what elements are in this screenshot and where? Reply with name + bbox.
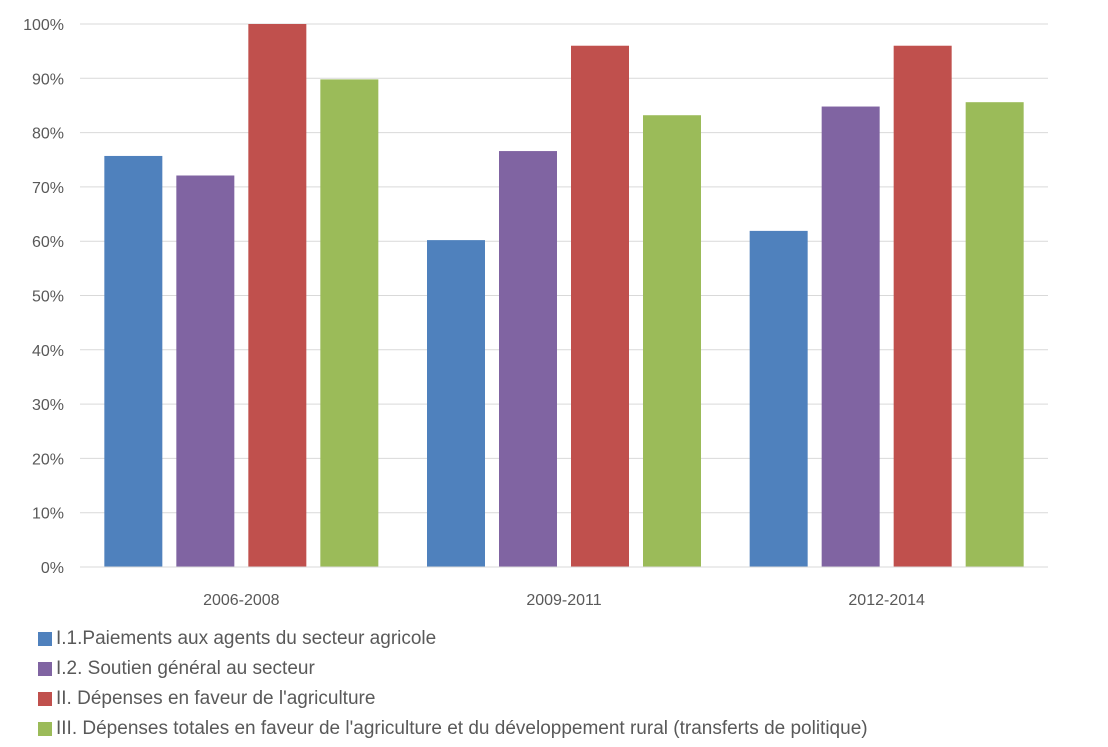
y-tick-label: 90% [32, 71, 64, 88]
legend: I.1.Paiements aux agents du secteur agri… [38, 624, 1108, 744]
bars [104, 24, 1024, 568]
x-tick-label: 2009-2011 [526, 592, 601, 609]
bar-chart: 0% 10% 20% 30% 40% 50% 60% 70% 80% 90% 100% 2006-2… [23, 17, 1048, 609]
x-tick-label: 2006-2008 [203, 592, 280, 609]
y-tick-label: 10% [32, 506, 64, 523]
legend-swatch [38, 692, 52, 706]
y-tick-label: 30% [32, 397, 64, 414]
legend-swatch [38, 662, 52, 676]
bar [571, 45, 629, 568]
y-tick-label: 20% [32, 451, 64, 468]
legend-label: I.2. Soutien général au secteur [56, 658, 315, 679]
bar [320, 79, 379, 568]
legend-label: I.1.Paiements aux agents du secteur agri… [56, 628, 437, 649]
y-tick-label: 70% [32, 180, 64, 197]
bar [749, 230, 808, 567]
bar [499, 151, 557, 567]
bar [176, 175, 235, 567]
bar [104, 155, 163, 567]
legend-item: II. Dépenses en faveur de l'agriculture [38, 684, 1108, 714]
y-axis-ticks: 0% 10% 20% 30% 40% 50% 60% 70% 80% 90% 100% [23, 17, 64, 577]
bar [643, 115, 701, 567]
x-tick-label: 2012-2014 [848, 592, 925, 609]
y-tick-label: 0% [41, 560, 64, 577]
legend-label: II. Dépenses en faveur de l'agriculture [56, 688, 376, 709]
y-tick-label: 60% [32, 234, 64, 251]
bar [248, 24, 307, 567]
legend-item: III. Dépenses totales en faveur de l'agr… [38, 714, 1108, 744]
bar [427, 240, 485, 567]
legend-item: I.1.Paiements aux agents du secteur agri… [38, 624, 1108, 654]
gridlines [80, 23, 1048, 514]
y-tick-label: 40% [32, 343, 64, 360]
x-axis-ticks: 2006-2008 2009-2011 2012-2014 [203, 592, 925, 609]
legend-swatch [38, 722, 52, 736]
bar [965, 102, 1024, 567]
bar [893, 45, 952, 568]
legend-swatch [38, 632, 52, 646]
legend-label: III. Dépenses totales en faveur de l'agr… [56, 718, 868, 739]
y-tick-label: 100% [23, 17, 64, 34]
bar [821, 106, 880, 567]
legend-item: I.2. Soutien général au secteur [38, 654, 1108, 684]
y-tick-label: 80% [32, 126, 64, 143]
y-tick-label: 50% [32, 289, 64, 306]
